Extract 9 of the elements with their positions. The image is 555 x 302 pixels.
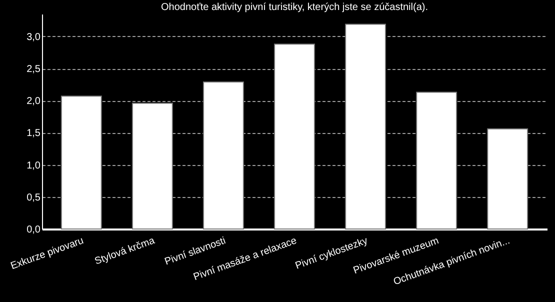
x-tick-label: Stylová krčma — [93, 235, 157, 268]
y-tick-label: 2,0 — [26, 96, 41, 108]
chart-title: Ohodnoťte aktivity pivní turistiky, kterých jste se zúčastnil(a). — [161, 2, 428, 13]
y-tick-label: 3,0 — [26, 32, 41, 43]
y-tick-label: 2,5 — [26, 64, 41, 76]
y-tick-label: 1,0 — [26, 160, 41, 172]
y-tick-label: 0,0 — [26, 224, 41, 236]
y-tick-label: 0,5 — [26, 192, 41, 204]
y-tick-label: 1,5 — [26, 128, 41, 140]
